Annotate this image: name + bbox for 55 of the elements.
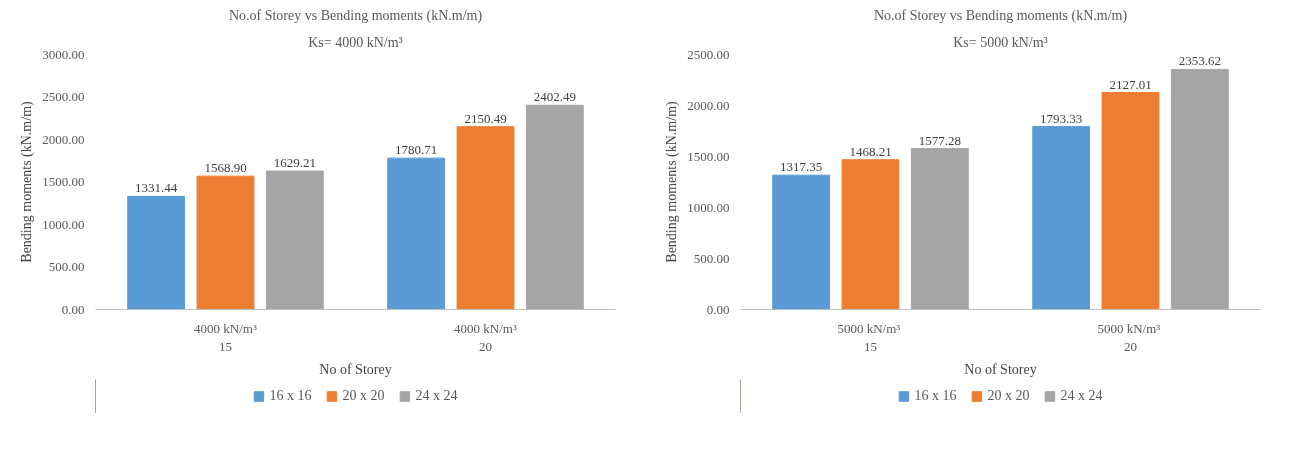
bar (841, 159, 900, 310)
bar (525, 104, 584, 310)
text: 2127.01 (1109, 76, 1152, 92)
chart-title: No.of Storey vs Bending moments (kN.m/m) (228, 7, 483, 24)
y-tick-label: 500.00 (693, 250, 730, 266)
chart-subtitle: Ks= 4000 kN/m³ (308, 34, 403, 50)
y-tick-label: 2500.00 (42, 89, 85, 104)
x-tick-label: 4000 kN/m³ 15 (194, 320, 257, 354)
bar (910, 148, 969, 310)
y-tick-label: 1500.00 (42, 174, 85, 189)
legend-label: 20 x 20 (987, 388, 1030, 404)
y-tick-label: 1500.00 (687, 148, 730, 164)
legend-label: 24 x 24 (1060, 388, 1103, 404)
legend-label: 24 x 24 (415, 388, 458, 404)
text: 1468.21 (849, 143, 892, 159)
x-tick-label: 4000 kN/m³ 20 (454, 320, 517, 354)
text: 1577.28 (918, 132, 961, 148)
bar (265, 170, 324, 310)
y-tick-label: 0.00 (61, 301, 85, 317)
bar (196, 175, 255, 310)
bar (387, 157, 446, 310)
y-tick-label: 1000.00 (687, 199, 730, 215)
text: 2402.49 (533, 89, 576, 105)
x-axis-title: No of Storey (964, 361, 1037, 377)
legend-label: 16 x 16 (914, 388, 957, 404)
bar (1032, 126, 1091, 310)
text: 2353.62 (1178, 53, 1221, 69)
y-axis-title: Bending moments (kN.m/m) (19, 100, 36, 263)
x-tick-label: 5000 kN/m³ 20 (1097, 320, 1161, 354)
bar (772, 174, 831, 310)
text: 1780.71 (395, 142, 438, 158)
text: 1317.35 (780, 159, 823, 175)
legend-label: 16 x 16 (269, 388, 312, 404)
y-tick-label: 2000.00 (42, 131, 85, 147)
y-tick-label: 0.00 (706, 301, 730, 317)
y-tick-label: 500.00 (48, 259, 85, 274)
y-axis-title: Bending moments (kN.m/m) (664, 100, 681, 263)
chart-subtitle: Ks= 5000 kN/m³ (953, 34, 1048, 50)
y-tick-label: 3000.00 (42, 46, 85, 62)
bar (456, 126, 515, 310)
legend-label: 20 x 20 (342, 388, 385, 404)
text: 1331.44 (135, 180, 178, 196)
bar (127, 195, 186, 310)
text: 1568.90 (204, 160, 247, 176)
y-tick-label: 1000.00 (42, 216, 85, 232)
text: 1629.21 (273, 155, 316, 171)
x-axis-title: No of Storey (319, 361, 392, 377)
bar (1101, 92, 1160, 310)
y-tick-label: 2500.00 (687, 46, 730, 62)
y-tick-label: 2000.00 (687, 97, 730, 113)
text: 2150.49 (464, 110, 507, 126)
x-tick-label: 5000 kN/m³ 15 (837, 320, 901, 354)
text: 1793.33 (1040, 110, 1083, 126)
bar (1170, 68, 1229, 310)
chart-title: No.of Storey vs Bending moments (kN.m/m) (873, 7, 1128, 24)
